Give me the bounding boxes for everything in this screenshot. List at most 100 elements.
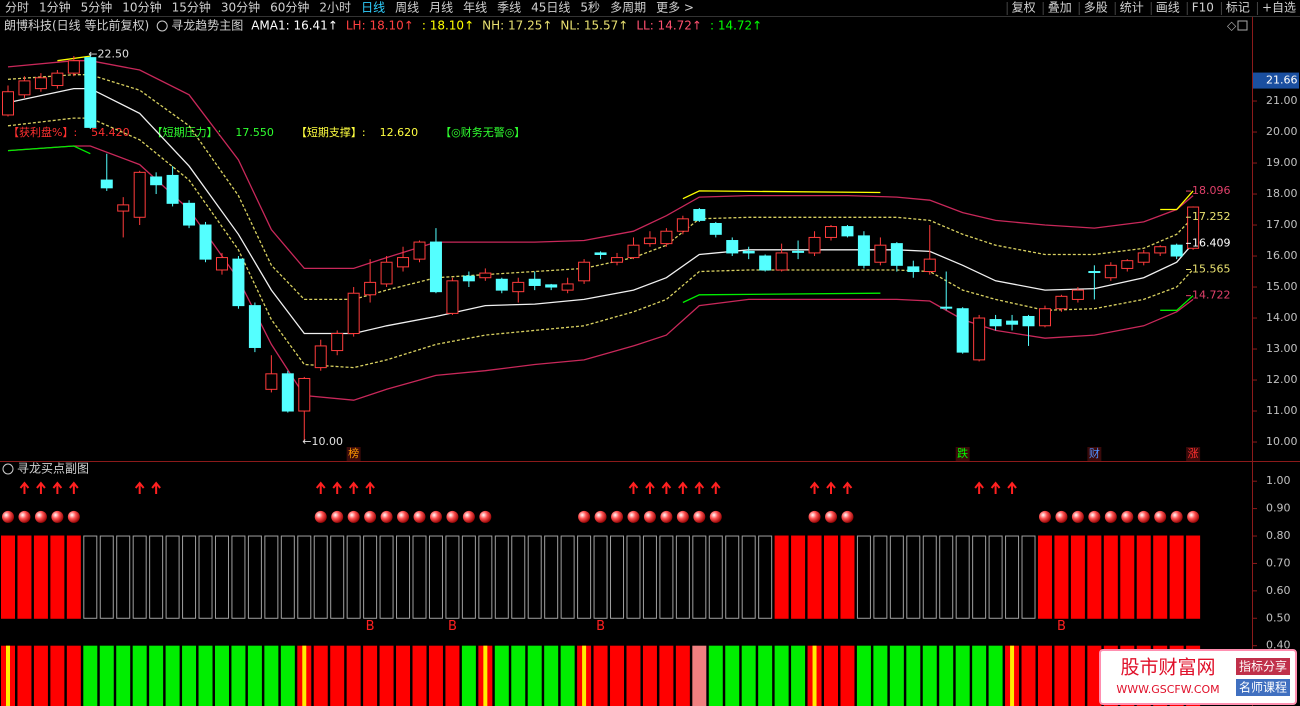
buy-arrow: [332, 481, 342, 495]
candle-body: [923, 258, 936, 273]
empty-bar: [264, 535, 279, 619]
state-bar: [511, 645, 526, 706]
tag-bg: [1236, 658, 1290, 675]
candle-body: [248, 305, 261, 348]
menu-item[interactable]: 10分钟: [122, 0, 161, 15]
candle-body: [150, 176, 163, 186]
state-bar: [939, 645, 954, 706]
menu-item[interactable]: 分时: [5, 1, 29, 15]
state-stripe: [483, 645, 488, 706]
signal-ball: [1038, 510, 1051, 523]
state-bar: [165, 645, 180, 706]
menu-item[interactable]: 日线: [361, 1, 385, 15]
empty-bar: [313, 535, 328, 619]
state-bar: [198, 645, 213, 706]
candle-body: [693, 209, 706, 221]
menu-item[interactable]: 更多 >: [656, 1, 694, 15]
menu-item[interactable]: 叠加: [1048, 1, 1072, 15]
empty-bar: [494, 535, 509, 619]
empty-bar: [280, 535, 295, 619]
candle-body: [792, 250, 805, 253]
candle-body: [890, 243, 903, 266]
event-label[interactable]: 跌: [957, 446, 968, 460]
menu-item[interactable]: 45日线: [531, 1, 570, 15]
candle-body: [1187, 206, 1200, 249]
candle-body: [314, 345, 327, 369]
state-bar: [396, 645, 411, 706]
indicator-value: LL: 14.72↑: [636, 19, 702, 33]
y-tick-label: 0.40: [1266, 639, 1291, 652]
buy-label: B: [366, 619, 375, 634]
signal-ball: [397, 510, 410, 523]
candle-body: [364, 281, 377, 296]
signal-ball: [51, 510, 64, 523]
candle-body: [331, 333, 344, 352]
signal-bar: [1136, 535, 1151, 619]
event-label[interactable]: 涨: [1188, 447, 1199, 460]
menu-item[interactable]: 多周期: [610, 1, 646, 15]
menu-item[interactable]: 30分钟: [221, 0, 260, 15]
menu-item[interactable]: 季线: [497, 1, 521, 15]
candle-body: [1006, 320, 1019, 325]
y-tick-label: 0.80: [1266, 529, 1291, 542]
empty-bar: [659, 535, 674, 619]
y-tick-label: 0.60: [1266, 584, 1291, 597]
candle-body: [446, 280, 459, 314]
menu-item[interactable]: 复权: [1012, 1, 1036, 15]
signal-ball: [314, 510, 327, 523]
candle-body: [34, 77, 47, 90]
menu-item[interactable]: 画线: [1156, 1, 1180, 15]
menu-item[interactable]: F10: [1192, 1, 1214, 15]
state-bar: [313, 645, 328, 706]
empty-bar: [675, 535, 690, 619]
menu-item[interactable]: 多股: [1084, 1, 1108, 15]
collapse-icon[interactable]: [2, 463, 14, 475]
menu-item[interactable]: 统计: [1120, 1, 1144, 15]
signal-ball: [331, 510, 344, 523]
state-stripe: [812, 645, 817, 706]
empty-bar: [889, 535, 904, 619]
signal-bar: [1, 535, 15, 619]
signal-ball: [578, 510, 591, 523]
menu-item[interactable]: 5秒: [580, 1, 600, 15]
state-bar: [1021, 645, 1036, 706]
candle-body: [380, 261, 393, 285]
state-bar: [610, 645, 625, 706]
menu-item[interactable]: 标记: [1226, 1, 1250, 15]
event-label[interactable]: 财: [1089, 446, 1100, 460]
empty-bar: [856, 535, 871, 619]
menu-item[interactable]: 月线: [429, 1, 453, 15]
event-label[interactable]: 榜: [348, 446, 359, 460]
event-bg: [955, 447, 970, 461]
price-annotation: ←22.50: [88, 48, 129, 61]
state-bar: [840, 645, 855, 706]
state-bar: [247, 645, 262, 706]
icon-diamond[interactable]: ◇: [1227, 19, 1237, 33]
buy-arrow: [52, 481, 63, 495]
signal-bar: [33, 535, 48, 619]
candle-body: [545, 284, 558, 288]
signal-bar: [1103, 535, 1118, 619]
menu-item[interactable]: +自选: [1262, 1, 1296, 15]
menu-item[interactable]: 60分钟: [270, 0, 309, 15]
candle-body: [528, 278, 541, 286]
signal-ball: [479, 510, 492, 523]
y-tick-label: 15.00: [1266, 280, 1298, 293]
signal-ball: [1121, 510, 1134, 523]
menu-item[interactable]: 2小时: [319, 1, 351, 15]
menu-item[interactable]: 5分钟: [81, 0, 113, 15]
candle-body: [1154, 246, 1167, 254]
menu-item[interactable]: 年线: [463, 1, 487, 15]
icon-box[interactable]: [1237, 20, 1248, 31]
menu-item[interactable]: 15分钟: [172, 0, 211, 15]
buy-arrow: [36, 481, 46, 495]
candle-body: [479, 272, 492, 279]
menu-item[interactable]: 1分钟: [39, 0, 71, 15]
candle-body: [100, 179, 113, 189]
candle-body: [281, 373, 294, 412]
menu-item[interactable]: 周线: [395, 1, 419, 15]
state-bar: [280, 645, 295, 706]
empty-bar: [1005, 535, 1020, 619]
state-bar: [758, 645, 773, 706]
indicator-value: LH: 18.10↑: [346, 19, 414, 33]
